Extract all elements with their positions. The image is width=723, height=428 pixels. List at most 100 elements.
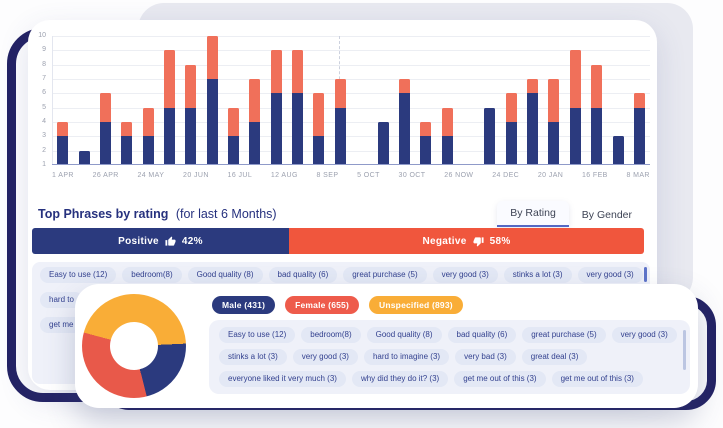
bar-segment-navy: [505, 122, 517, 165]
phrase-chip[interactable]: great purchase (5): [522, 327, 606, 343]
phrase-chip[interactable]: Easy to use (12): [219, 327, 296, 343]
bar-segment-orange: [505, 93, 517, 122]
bar-slot: [479, 36, 500, 165]
phrase-chip[interactable]: bad quality (6): [268, 267, 338, 283]
phrase-chip[interactable]: hard to: [40, 292, 83, 308]
gridline: [52, 64, 650, 66]
phrase-chip[interactable]: bedroom(8): [301, 327, 361, 343]
bar-segment-navy: [569, 107, 581, 165]
phrase-chip[interactable]: get me out of this (3): [454, 371, 546, 387]
positive-segment: Positive 42%: [32, 228, 290, 254]
y-axis-tick: 6: [42, 89, 46, 97]
negative-percent: 58%: [489, 235, 511, 247]
bar-segment-orange: [398, 79, 410, 94]
bar-segment-navy: [548, 122, 560, 165]
bar-slot: [137, 36, 158, 165]
gender-badge-female[interactable]: Female (655): [285, 296, 360, 314]
stacked-bar: [441, 107, 453, 165]
phrase-chip[interactable]: stinks a lot (3): [503, 267, 572, 283]
phrase-chip[interactable]: why did they do it? (3): [351, 371, 449, 387]
chart-plot-area: [52, 36, 650, 165]
bar-slot: [543, 36, 564, 165]
phrase-chip[interactable]: get me out of this (3): [551, 371, 643, 387]
bar-segment-navy: [142, 136, 154, 165]
y-axis: 10 9 8 7 6 5 4 3 2 1: [30, 32, 48, 168]
thumbs-down-icon: [473, 236, 484, 247]
gender-badge-unspecified[interactable]: Unspecified (893): [369, 296, 463, 314]
phrase-chip[interactable]: get me: [40, 317, 83, 333]
ratings-bar-chart: 10 9 8 7 6 5 4 3 2 1 1 APR 26 APR 24 MAY 20 JUN 16 JU…: [28, 20, 657, 200]
phrase-chip[interactable]: bedroom(8): [122, 267, 182, 283]
bar-segment-navy: [612, 136, 624, 165]
tab-by-gender[interactable]: By Gender: [581, 209, 632, 221]
bar-slot: [415, 36, 436, 165]
bar-segment-orange: [249, 79, 261, 122]
phrase-chip[interactable]: Good quality (8): [187, 267, 263, 283]
phrase-chip[interactable]: very good (3): [577, 267, 643, 283]
bar-segment-orange: [99, 93, 111, 122]
bar-segment-orange: [292, 50, 304, 94]
bar-slot: [202, 36, 223, 165]
x-axis-label: 8 MAR: [626, 172, 650, 179]
bar-segment-orange: [142, 107, 154, 137]
gender-badge-male[interactable]: Male (431): [212, 296, 276, 314]
x-axis-label: 5 OCT: [357, 172, 380, 179]
y-axis-tick: 9: [42, 46, 46, 54]
stacked-bar: [78, 150, 90, 165]
scrollbar-thumb[interactable]: [644, 267, 647, 282]
stacked-bar: [249, 79, 261, 165]
stacked-bar: [527, 79, 539, 165]
bar-segment-navy: [441, 136, 453, 165]
chip-row: stinks a lot (3) very good (3) hard to ima…: [219, 349, 680, 365]
bar-slot: [159, 36, 180, 165]
bar-slot: [458, 36, 479, 165]
bar-segment-navy: [78, 150, 90, 165]
bar-slot: [522, 36, 543, 165]
tab-by-rating[interactable]: By Rating: [497, 201, 569, 227]
bar-slot: [244, 36, 265, 165]
gender-phrases-container: Easy to use (12) bedroom(8) Good quality (…: [209, 320, 690, 394]
bar-segment-navy: [398, 93, 410, 165]
phrase-chip[interactable]: stinks a lot (3): [219, 349, 287, 365]
phrase-chip[interactable]: very good (3): [432, 267, 498, 283]
phrase-chip[interactable]: Good quality (8): [366, 327, 442, 343]
bar-segment-navy: [420, 136, 432, 165]
stacked-bar: [292, 50, 304, 165]
y-axis-tick: 7: [42, 75, 46, 82]
phrase-chip[interactable]: Easy to use (12): [40, 267, 117, 283]
stacked-bar: [163, 50, 175, 165]
gridline: [52, 79, 650, 80]
stacked-bar: [121, 122, 133, 165]
stacked-bar: [313, 93, 325, 165]
phrase-chip[interactable]: great deal (3): [521, 349, 588, 365]
stacked-bar: [142, 107, 154, 165]
chip-row: hard to: [40, 292, 642, 308]
bar-segment-navy: [377, 122, 389, 165]
stacked-bar: [420, 122, 432, 165]
bar-segment-orange: [527, 79, 539, 94]
bar-segment-orange: [228, 107, 240, 137]
stacked-bar: [569, 50, 581, 165]
phrase-chip[interactable]: very good (3): [611, 327, 677, 343]
stacked-bar: [57, 122, 69, 165]
bar-slot: [351, 36, 372, 165]
phrase-chip[interactable]: bad quality (6): [447, 327, 517, 343]
phrase-chip[interactable]: very bad (3): [455, 349, 516, 365]
phrase-chip[interactable]: very good (3): [292, 349, 358, 365]
scrollbar-thumb[interactable]: [683, 330, 686, 370]
bar-segment-orange: [591, 64, 603, 108]
chip-row: get me: [40, 317, 642, 333]
bar-segment-orange: [163, 50, 175, 108]
phrase-chip[interactable]: everyone liked it very much (3): [219, 371, 346, 387]
bar-segment-orange: [57, 122, 69, 137]
bar-slot: [95, 36, 116, 165]
y-axis-tick: 8: [42, 60, 46, 68]
phrase-chip[interactable]: hard to imagine (3): [363, 349, 450, 365]
negative-segment: Negative 58%: [289, 228, 644, 254]
phrase-chip[interactable]: great purchase (5): [343, 267, 427, 283]
x-axis-label: 20 JUN: [183, 172, 209, 179]
gender-donut-chart: [82, 294, 186, 398]
stacked-bar: [398, 79, 410, 165]
y-axis-tick: 10: [38, 32, 46, 39]
stacked-bar: [99, 93, 111, 165]
